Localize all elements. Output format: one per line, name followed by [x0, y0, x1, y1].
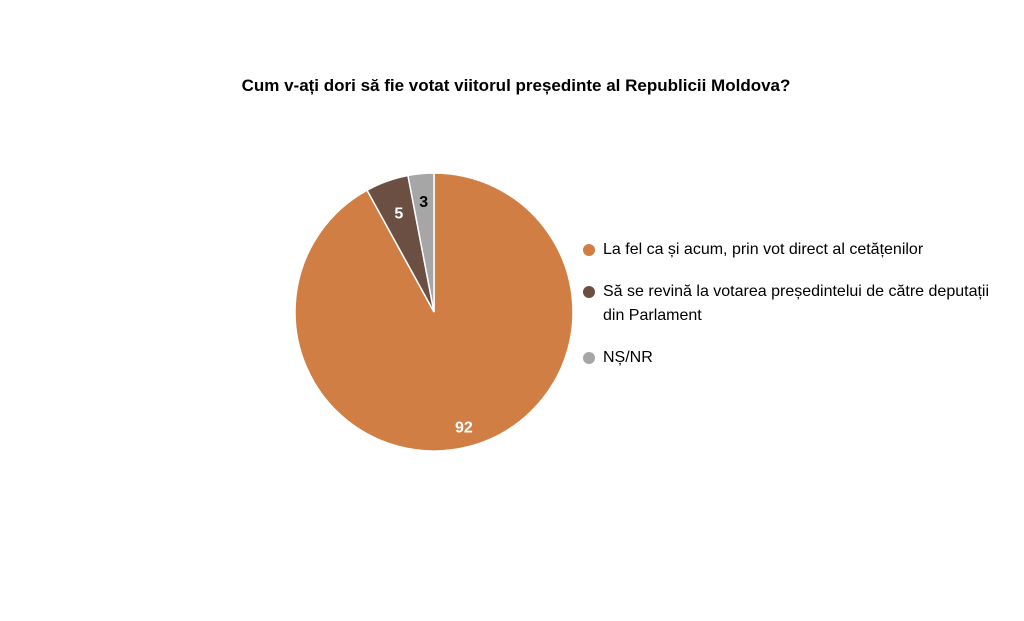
- legend-swatch-dont-know: [583, 352, 595, 364]
- legend-swatch-parliament-vote: [583, 286, 595, 298]
- pie-slice-dont-know: [407, 172, 435, 313]
- legend-item-dont-know: NȘ/NR: [583, 346, 1003, 370]
- data-label-dont-know: 3: [419, 194, 428, 211]
- legend-item-parliament-vote: Să se revină la votarea președintelui de…: [583, 280, 1003, 328]
- legend-item-direct-vote: La fel ca și acum, prin vot direct al ce…: [583, 238, 1003, 262]
- legend-swatch-direct-vote: [583, 244, 595, 256]
- pie-slice-direct-vote: [294, 172, 574, 452]
- pie-data-labels: 92 53: [394, 194, 473, 437]
- legend-label-dont-know: NȘ/NR: [603, 349, 653, 366]
- legend-label-parliament-vote: Să se revină la votarea președintelui de…: [603, 283, 990, 324]
- data-label-parliament-vote: 5: [394, 206, 403, 223]
- chart-title: Cum v-ați dori să fie votat viitorul pre…: [241, 76, 791, 95]
- legend: La fel ca și acum, prin vot direct al ce…: [583, 238, 1003, 388]
- data-label-direct-vote: 92: [455, 420, 473, 437]
- legend-label-direct-vote: La fel ca și acum, prin vot direct al ce…: [603, 241, 924, 258]
- pie-slices: [294, 172, 574, 452]
